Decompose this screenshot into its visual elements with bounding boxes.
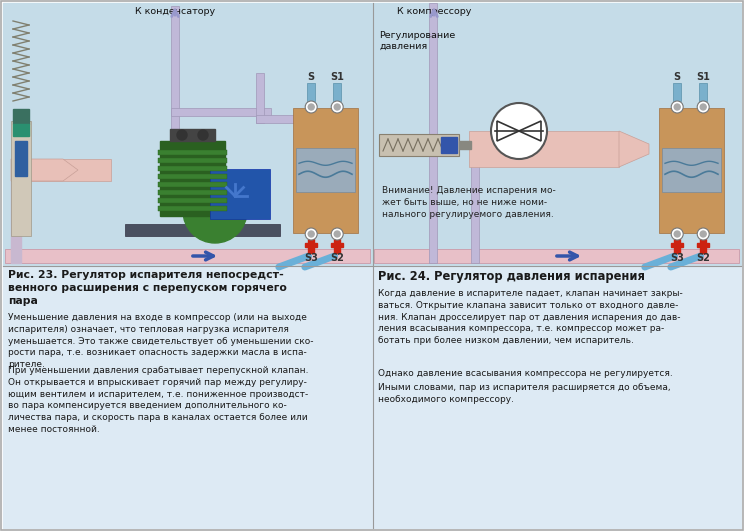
Circle shape	[183, 179, 247, 243]
Bar	[158, 150, 227, 155]
Bar	[308, 239, 314, 253]
Bar	[374, 249, 739, 263]
Bar	[125, 224, 280, 236]
Bar	[699, 83, 708, 101]
Bar	[307, 83, 315, 101]
Bar	[13, 124, 29, 136]
Bar	[700, 239, 706, 253]
Bar	[441, 137, 457, 153]
Bar	[697, 243, 709, 247]
Text: S: S	[673, 72, 681, 82]
Text: S1: S1	[696, 72, 710, 82]
Bar	[256, 115, 301, 123]
Circle shape	[700, 231, 706, 237]
Bar	[334, 239, 340, 253]
Text: Уменьшение давления на входе в компрессор (или на выходе
испарителя) означает, ч: Уменьшение давления на входе в компрессо…	[8, 313, 313, 369]
Bar	[471, 148, 479, 263]
Bar	[170, 129, 215, 141]
Text: S3: S3	[304, 253, 318, 263]
Circle shape	[308, 231, 314, 237]
Bar	[158, 206, 227, 211]
Bar	[469, 131, 619, 167]
Circle shape	[334, 231, 340, 237]
Text: S2: S2	[696, 253, 710, 263]
Circle shape	[700, 104, 706, 110]
Bar	[293, 108, 358, 233]
Bar	[256, 73, 264, 123]
Text: Внимание! Давление испарения мо-
жет быть выше, но не ниже номи-
нального регули: Внимание! Давление испарения мо- жет быт…	[382, 186, 556, 219]
Text: Когда давление в испарителе падает, клапан начинает закры-
ваться. Открытие клап: Когда давление в испарителе падает, клап…	[378, 289, 683, 345]
Bar	[158, 182, 227, 187]
Bar	[662, 148, 721, 192]
Circle shape	[177, 130, 187, 140]
Bar	[674, 239, 680, 253]
Bar	[429, 3, 437, 263]
Circle shape	[671, 101, 683, 113]
Text: S1: S1	[330, 72, 344, 82]
Bar	[158, 166, 227, 171]
Circle shape	[198, 130, 208, 140]
Bar	[3, 3, 741, 266]
Text: К конденсатору: К конденсатору	[135, 7, 215, 16]
Polygon shape	[11, 159, 78, 181]
Bar	[15, 141, 27, 176]
Circle shape	[697, 228, 709, 240]
Bar	[11, 159, 111, 181]
Text: К компрессору: К компрессору	[397, 7, 471, 16]
Circle shape	[491, 103, 547, 159]
Text: S3: S3	[670, 253, 684, 263]
Bar	[158, 174, 227, 179]
Circle shape	[334, 104, 340, 110]
Circle shape	[674, 231, 680, 237]
Circle shape	[671, 228, 683, 240]
Circle shape	[331, 228, 343, 240]
Text: При уменьшении давления срабатывает перепускной клапан.
Он открывается и впрыски: При уменьшении давления срабатывает пере…	[8, 366, 309, 434]
Bar	[160, 141, 225, 216]
Circle shape	[308, 104, 314, 110]
Bar	[296, 148, 355, 192]
Bar	[11, 181, 21, 263]
Bar	[379, 134, 459, 156]
Bar	[331, 243, 343, 247]
Bar	[171, 108, 271, 116]
Text: Регулирование
давления: Регулирование давления	[379, 31, 455, 51]
Text: S: S	[307, 72, 315, 82]
Circle shape	[305, 101, 317, 113]
Circle shape	[305, 228, 317, 240]
Bar	[210, 169, 270, 219]
Circle shape	[331, 101, 343, 113]
Bar	[3, 266, 741, 528]
Bar	[158, 198, 227, 203]
Text: Рис. 24. Регулятор давления испарения: Рис. 24. Регулятор давления испарения	[378, 270, 645, 283]
Bar	[673, 83, 682, 101]
Bar	[671, 243, 683, 247]
Bar	[11, 121, 31, 236]
Bar	[11, 181, 21, 263]
Circle shape	[674, 104, 680, 110]
Text: Рис. 23. Регулятор испарителя непосредст-
венного расширения с перепуском горяче: Рис. 23. Регулятор испарителя непосредст…	[8, 270, 287, 306]
Bar	[13, 109, 29, 124]
Text: Однако давление всасывания компрессора не регулируется.: Однако давление всасывания компрессора н…	[378, 369, 673, 378]
Bar	[158, 158, 227, 163]
Bar	[171, 6, 179, 171]
Text: S2: S2	[330, 253, 344, 263]
Bar	[333, 83, 341, 101]
Bar	[659, 108, 724, 233]
Bar	[158, 190, 227, 195]
Polygon shape	[619, 131, 649, 167]
Bar	[459, 141, 471, 149]
Bar	[305, 243, 317, 247]
Text: Иными словами, пар из испарителя расширяется до объема,
необходимого компрессору: Иными словами, пар из испарителя расширя…	[378, 383, 670, 404]
Bar	[5, 249, 370, 263]
Circle shape	[697, 101, 709, 113]
